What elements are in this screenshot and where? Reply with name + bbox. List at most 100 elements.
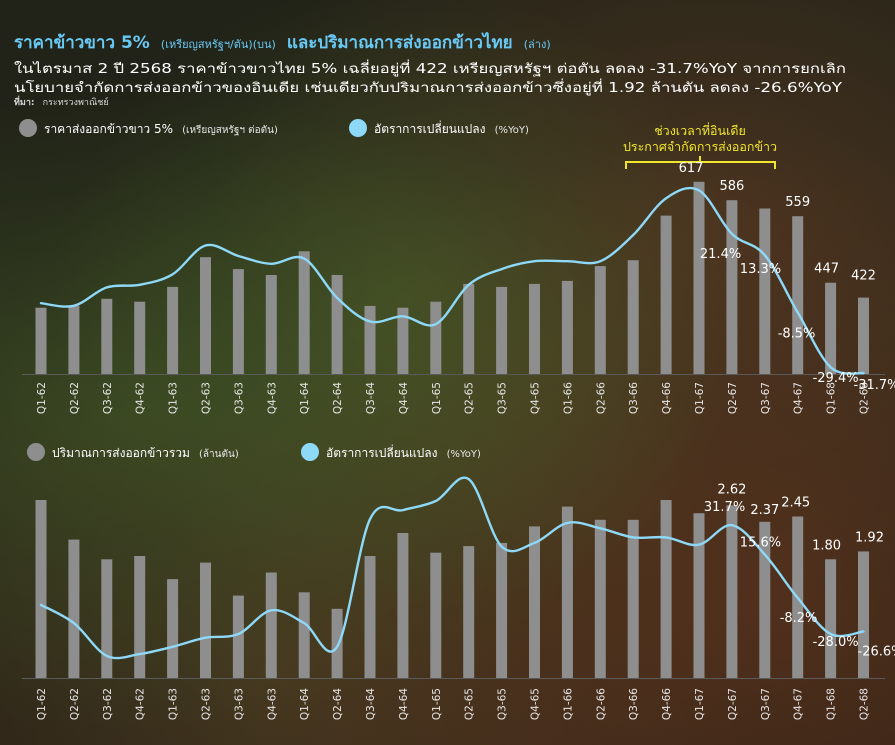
bar-Q4-65	[529, 283, 540, 374]
top-chart: Q1-62 Q2-62 Q3-62 Q4-62 Q1-63 Q2-63 Q3-63 Q4-63…	[22, 161, 895, 414]
source-text: กระทรวงพาณิชย์	[43, 96, 109, 108]
bar-value-label-Q2-68: 422	[851, 269, 876, 284]
bottom-chart: Q1-62 Q2-62 Q3-62 Q4-62 Q1-63 Q2-63 Q3-63 Q4-63…	[22, 476, 895, 720]
legend-bar-top: ราคาส่งออกข้าวขาว 5% (เหรียญสหรัฐฯ ต่อตั…	[44, 118, 278, 137]
tick-label-Q1-65: Q1-65	[431, 382, 443, 414]
tick-label-Q1-68: Q1-68	[826, 382, 838, 414]
tick-label-Q2-67: Q2-67	[727, 688, 739, 720]
bar-Q3-63	[232, 269, 244, 374]
line-value-label-Q1-68: -29.4%	[813, 371, 859, 386]
bar-Q3-66	[627, 260, 639, 374]
tick-label-Q4-66: Q4-66	[661, 688, 673, 720]
tick-label-Q3-62: Q3-62	[102, 688, 114, 720]
tick-label-Q3-66: Q3-66	[628, 688, 640, 720]
source-label: ที่มา:	[14, 95, 35, 108]
bar-Q1-63	[167, 579, 179, 678]
legend-line-marker-bottom	[301, 443, 319, 461]
bar-Q1-63	[167, 286, 179, 374]
bar-value-label-Q4-67: 559	[785, 195, 810, 210]
line-value-label-Q2-68: -26.6%	[858, 645, 895, 660]
bar-Q2-63	[200, 257, 211, 374]
bar-value-label-Q3-67: 2.37	[750, 503, 779, 518]
tick-label-Q4-65: Q4-65	[530, 688, 542, 720]
tick-label-Q2-64: Q2-64	[332, 688, 344, 720]
bar-Q4-62	[134, 301, 146, 374]
bar-Q2-67	[726, 200, 738, 374]
tick-label-Q2-62: Q2-62	[69, 382, 81, 414]
tick-label-Q2-65: Q2-65	[464, 688, 476, 720]
bar-Q3-62	[101, 559, 113, 678]
line-value-label-Q4-67: -8.5%	[778, 326, 816, 341]
bar-Q4-67	[792, 216, 804, 374]
bar-Q3-64	[364, 305, 376, 374]
tick-label-Q1-62: Q1-62	[36, 382, 48, 414]
bar-Q2-64	[331, 608, 343, 678]
yoy-line	[39, 186, 865, 375]
bar-Q1-64	[298, 592, 310, 678]
bar-Q2-62	[68, 305, 80, 374]
tick-label-Q2-66: Q2-66	[595, 688, 607, 720]
title-part1: ราคาข้าวขาว 5%	[14, 33, 150, 53]
bar-Q2-64	[331, 275, 343, 374]
legend-bar-bottom-unit: (ล้านตัน)	[199, 448, 239, 460]
tick-label-Q4-62: Q4-62	[135, 688, 147, 720]
annotation-bracket	[625, 156, 776, 169]
tick-label-Q2-63: Q2-63	[201, 382, 213, 414]
tick-label-Q3-66: Q3-66	[628, 382, 640, 414]
tick-label-Q3-64: Q3-64	[365, 688, 377, 720]
bar-Q2-67	[726, 505, 738, 678]
tick-label-Q1-66: Q1-66	[562, 688, 574, 720]
legend-line-top: อัตราการเปลี่ยนแปลง (%YoY)	[374, 118, 529, 137]
tick-label-Q1-65: Q1-65	[431, 688, 443, 720]
bar-Q3-63	[232, 595, 244, 678]
bar-Q1-68	[825, 559, 837, 678]
line-value-label-Q2-68: -31.7%	[854, 378, 895, 393]
bar-Q2-62	[68, 539, 80, 678]
line-value-label-Q2-67: 31.7%	[704, 500, 745, 515]
legend-line-bottom-unit: (%YoY)	[447, 449, 481, 460]
tick-label-Q1-68: Q1-68	[826, 688, 838, 720]
bar-Q1-67	[693, 181, 705, 374]
legend-bar-top-label: ราคาส่งออกข้าวขาว 5%	[44, 122, 173, 136]
tick-label-Q3-65: Q3-65	[497, 382, 509, 414]
line-value-label-Q4-67: -8.2%	[780, 611, 818, 626]
bar-Q1-66	[561, 280, 573, 374]
tick-label-Q2-64: Q2-64	[332, 382, 344, 414]
bar-Q4-63	[265, 572, 277, 678]
bar-Q2-65	[463, 283, 475, 374]
tick-label-Q4-63: Q4-63	[266, 382, 278, 414]
bar-value-label-Q1-68: 1.80	[812, 538, 841, 553]
subtitle-line2: นโยบายจำกัดการส่งออกข้าวของอินเดีย เช่นเ…	[14, 78, 843, 96]
bar-Q1-65	[430, 552, 442, 678]
tick-label-Q4-64: Q4-64	[398, 382, 410, 414]
line-value-label-Q1-68: -28.0%	[813, 635, 859, 650]
bar-Q4-64	[397, 307, 409, 374]
bar-Q4-65	[529, 526, 540, 678]
bar-Q3-62	[101, 298, 113, 375]
tick-label-Q4-62: Q4-62	[135, 382, 147, 414]
tick-label-Q3-63: Q3-63	[233, 382, 245, 414]
bar-value-label-Q4-67: 2.45	[781, 496, 810, 511]
bar-Q4-66	[660, 215, 672, 374]
bar-Q1-62	[35, 307, 47, 374]
subtitle-line1: ในไตรมาส 2 ปี 2568 ราคาข้าวขาวไทย 5% เฉล…	[14, 59, 846, 77]
bar-Q2-66	[594, 266, 606, 374]
tick-label-Q4-67: Q4-67	[793, 688, 805, 720]
tick-label-Q2-63: Q2-63	[201, 688, 213, 720]
tick-label-Q2-65: Q2-65	[464, 382, 476, 414]
tick-label-Q4-63: Q4-63	[266, 688, 278, 720]
tick-label-Q4-65: Q4-65	[530, 382, 542, 414]
bar-Q3-66	[627, 519, 639, 678]
bar-value-label-Q2-68: 1.92	[855, 530, 884, 545]
legend-bar-bottom: ปริมาณการส่งออกข้าวรวม (ล้านตัน)	[52, 442, 239, 461]
tick-label-Q3-65: Q3-65	[497, 688, 509, 720]
legend-bar-top-unit: (เหรียญสหรัฐฯ ต่อตัน)	[182, 124, 278, 136]
tick-label-Q1-62: Q1-62	[36, 688, 48, 720]
legend-line-marker-top	[349, 119, 367, 137]
legend-bar-marker-bottom	[27, 443, 45, 461]
bar-value-label-Q2-67: 586	[719, 179, 744, 194]
tick-label-Q4-66: Q4-66	[661, 382, 673, 414]
title-part2: และปริมาณการส่งออกข้าวไทย	[287, 32, 513, 53]
